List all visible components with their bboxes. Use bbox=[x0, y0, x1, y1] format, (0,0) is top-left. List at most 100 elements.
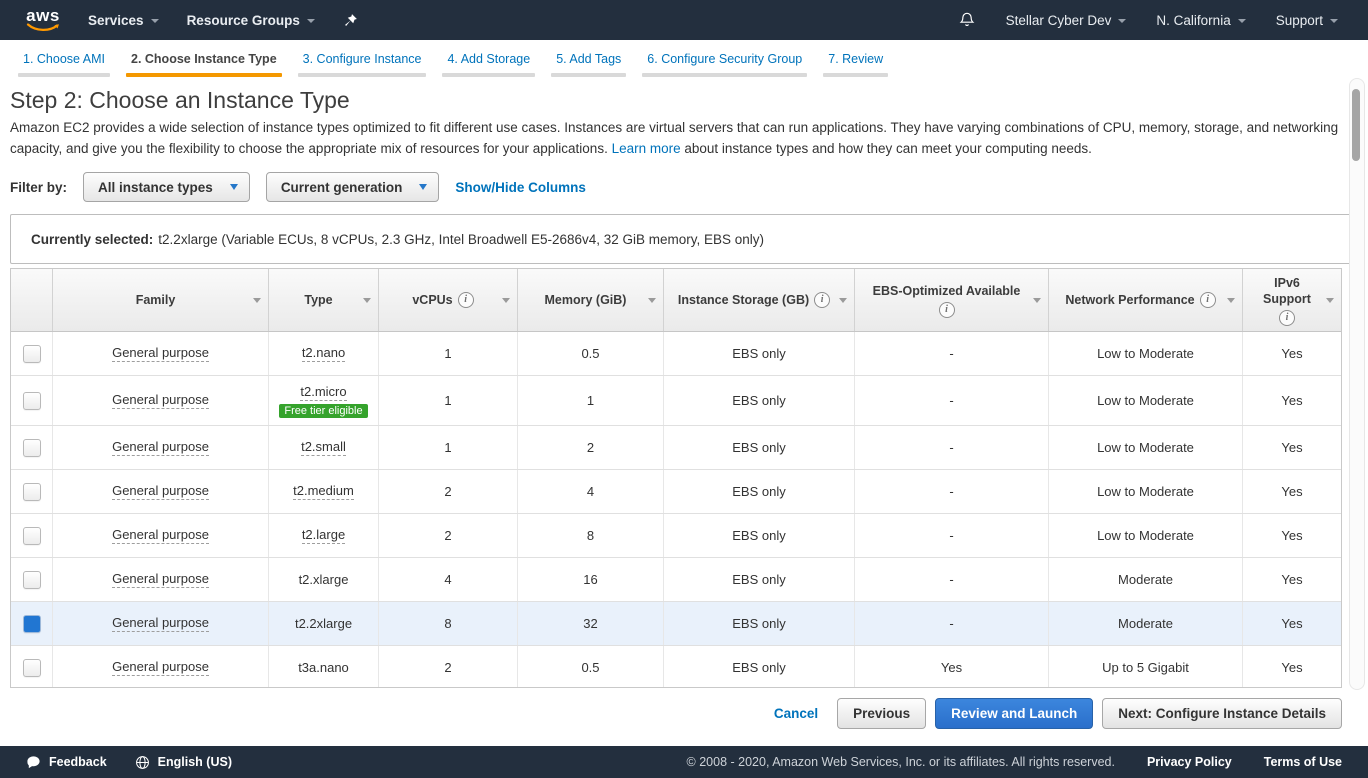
instance-row-t2-micro[interactable]: General purpose t2.micro Free tier eligibl… bbox=[11, 376, 1341, 426]
column-header-network-performance[interactable]: Network Performance i bbox=[1049, 269, 1243, 331]
chevron-down-icon bbox=[1330, 19, 1338, 23]
row-checkbox[interactable] bbox=[22, 614, 41, 633]
info-icon[interactable]: i bbox=[457, 292, 474, 308]
chevron-down-icon bbox=[306, 19, 315, 23]
row-checkbox[interactable] bbox=[22, 391, 41, 410]
column-header-label: Type bbox=[304, 293, 333, 307]
column-header-content: IPv6 Support bbox=[1249, 275, 1325, 307]
column-header-ebs-optimized-available[interactable]: EBS-Optimized Available i bbox=[855, 269, 1049, 331]
instance-row-t2-nano[interactable]: General purpose t2.nano 1 0.5 EBS only - Low t… bbox=[11, 332, 1341, 376]
cell-ipv6: Yes bbox=[1243, 332, 1341, 375]
wizard-tab-4-add-storage[interactable]: 4. Add Storage bbox=[442, 52, 536, 77]
show-hide-columns-link[interactable]: Show/Hide Columns bbox=[455, 179, 586, 195]
previous-button[interactable]: Previous bbox=[837, 698, 927, 729]
column-header-ipv6-support[interactable]: IPv6 Support i bbox=[1243, 269, 1341, 331]
column-header-label: vCPUs bbox=[412, 293, 453, 307]
page-description: Amazon EC2 provides a wide selection of … bbox=[10, 117, 1340, 159]
sort-caret-icon bbox=[253, 298, 261, 303]
wizard-tab-1-choose-ami[interactable]: 1. Choose AMI bbox=[18, 52, 110, 77]
wizard-tab-5-add-tags[interactable]: 5. Add Tags bbox=[551, 52, 627, 77]
nav-region-label: N. California bbox=[1156, 12, 1231, 28]
row-checkbox[interactable] bbox=[22, 658, 41, 677]
cell-family: General purpose bbox=[53, 332, 269, 375]
nav-resource-groups-menu[interactable]: Resource Groups bbox=[187, 13, 315, 28]
row-checkbox[interactable] bbox=[22, 570, 41, 589]
cell-ebs-optimized: - bbox=[855, 332, 1049, 375]
language-selector[interactable]: English (US) bbox=[135, 755, 232, 770]
feedback-button[interactable]: Feedback bbox=[26, 755, 107, 770]
nav-support-label: Support bbox=[1275, 12, 1323, 28]
filter-generation-dropdown[interactable]: Current generation bbox=[265, 172, 440, 202]
cell-storage-value: EBS only bbox=[732, 528, 786, 543]
type-value: t2.large bbox=[301, 527, 346, 544]
nav-services-menu[interactable]: Services bbox=[88, 13, 159, 28]
info-icon[interactable]: i bbox=[814, 292, 831, 308]
learn-more-link[interactable]: Learn more bbox=[611, 141, 681, 156]
cancel-button[interactable]: Cancel bbox=[773, 706, 819, 721]
column-header-family[interactable]: Family bbox=[53, 269, 269, 331]
wizard-tab-2-choose-instance-type[interactable]: 2. Choose Instance Type bbox=[126, 52, 282, 77]
cell-vcpus-value: 4 bbox=[444, 572, 452, 587]
pin-icon[interactable] bbox=[343, 13, 358, 28]
type-value: t3a.nano bbox=[298, 660, 349, 675]
cell-type: t2.2xlarge bbox=[269, 602, 379, 645]
instance-row-t3a-nano[interactable]: General purpose t3a.nano 2 0.5 EBS only Yes Up… bbox=[11, 646, 1341, 687]
terms-of-use-link[interactable]: Terms of Use bbox=[1263, 755, 1342, 769]
nav-support-menu[interactable]: Support bbox=[1276, 13, 1338, 28]
nav-region-menu[interactable]: N. California bbox=[1156, 12, 1246, 28]
cell-ebs-optimized-value: Yes bbox=[940, 660, 963, 675]
info-icon[interactable]: i bbox=[938, 301, 955, 318]
row-checkbox[interactable] bbox=[22, 344, 41, 363]
wizard-tab-label: 1. Choose AMI bbox=[23, 52, 105, 66]
cell-network: Low to Moderate bbox=[1049, 426, 1243, 469]
nav-account-menu[interactable]: Stellar Cyber Dev bbox=[1006, 13, 1127, 28]
info-icon[interactable]: i bbox=[1279, 309, 1295, 326]
filter-instance-types-value: All instance types bbox=[98, 179, 213, 195]
wizard-tab-6-configure-security-group[interactable]: 6. Configure Security Group bbox=[642, 52, 808, 77]
cell-storage: EBS only bbox=[664, 514, 855, 557]
wizard-tab-7-review[interactable]: 7. Review bbox=[823, 52, 889, 77]
sort-caret-icon bbox=[648, 298, 656, 303]
cell-memory-value: 4 bbox=[586, 484, 595, 499]
filter-by-label: Filter by: bbox=[10, 179, 68, 195]
cell-memory: 0.5 bbox=[518, 646, 664, 687]
instance-row-t2-large[interactable]: General purpose t2.large 2 8 EBS only - Low to… bbox=[11, 514, 1341, 558]
cell-ipv6: Yes bbox=[1243, 558, 1341, 601]
notifications-bell-icon[interactable] bbox=[958, 11, 976, 29]
instance-row-t2-xlarge[interactable]: General purpose t2.xlarge 4 16 EBS only - Mode… bbox=[11, 558, 1341, 602]
row-checkbox[interactable] bbox=[22, 438, 41, 457]
column-header-type[interactable]: Type bbox=[269, 269, 379, 331]
cell-ebs-optimized: - bbox=[855, 558, 1049, 601]
cell-memory: 4 bbox=[518, 470, 664, 513]
cell-ebs-optimized: - bbox=[855, 376, 1049, 425]
review-and-launch-button[interactable]: Review and Launch bbox=[935, 698, 1094, 729]
row-checkbox[interactable] bbox=[22, 482, 41, 501]
vertical-scrollbar-track[interactable] bbox=[1349, 78, 1365, 690]
privacy-policy-link[interactable]: Privacy Policy bbox=[1146, 755, 1232, 769]
column-header-instance-storage-gb[interactable]: Instance Storage (GB) i bbox=[664, 269, 855, 331]
column-header-memory-gib[interactable]: Memory (GiB) bbox=[518, 269, 664, 331]
cell-type: t2.nano bbox=[269, 332, 379, 375]
row-checkbox[interactable] bbox=[22, 526, 41, 545]
cell-storage: EBS only bbox=[664, 602, 855, 645]
next-configure-instance-details-button[interactable]: Next: Configure Instance Details bbox=[1102, 698, 1342, 729]
vertical-scrollbar-thumb[interactable] bbox=[1352, 89, 1360, 161]
chevron-down-icon bbox=[229, 184, 238, 190]
wizard-tab-3-configure-instance[interactable]: 3. Configure Instance bbox=[297, 52, 427, 77]
column-header-content: vCPUs i bbox=[412, 292, 474, 308]
type-value: t2.xlarge bbox=[298, 572, 349, 587]
instance-row-t2-medium[interactable]: General purpose t2.medium 2 4 EBS only - Low t… bbox=[11, 470, 1341, 514]
column-header-vcpus[interactable]: vCPUs i bbox=[379, 269, 518, 331]
cell-vcpus: 2 bbox=[379, 646, 518, 687]
instance-type-table: Family Type vCPUs i Memory (GiB) Instance Sto… bbox=[10, 268, 1342, 688]
cell-memory: 1 bbox=[518, 376, 664, 425]
filter-instance-types-dropdown[interactable]: All instance types bbox=[83, 172, 250, 202]
column-header-label: Network Performance bbox=[1065, 293, 1195, 307]
instance-row-t2-small[interactable]: General purpose t2.small 1 2 EBS only - Low to… bbox=[11, 426, 1341, 470]
column-header-content: EBS-Optimized Available bbox=[873, 283, 1021, 299]
top-nav-bar: aws Services Resource Groups bbox=[0, 0, 1368, 40]
info-icon[interactable]: i bbox=[1199, 292, 1216, 308]
instance-row-t2-2xlarge[interactable]: General purpose t2.2xlarge 8 32 EBS only - Mod… bbox=[11, 602, 1341, 646]
page-title: Step 2: Choose an Instance Type bbox=[10, 87, 350, 113]
aws-logo[interactable]: aws bbox=[26, 7, 60, 32]
